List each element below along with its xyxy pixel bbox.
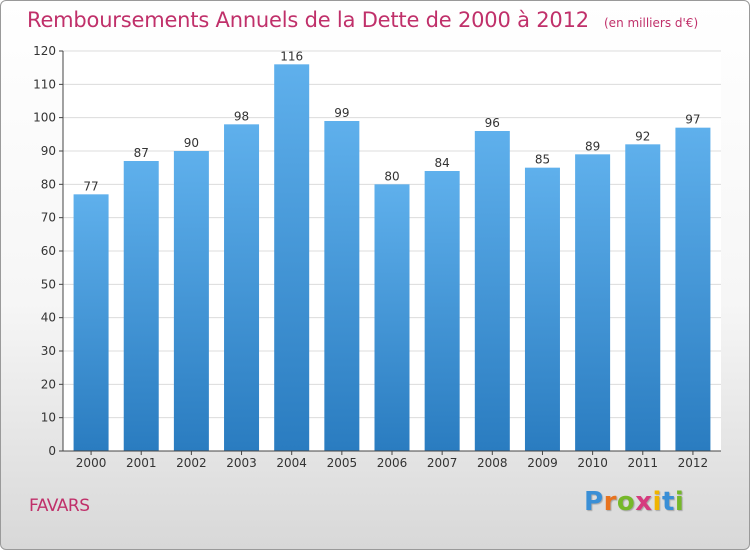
- bar: [625, 144, 661, 452]
- bar: [123, 161, 159, 451]
- y-tick-label: 10: [41, 411, 56, 425]
- y-tick-label: 60: [41, 244, 56, 258]
- data-label: 77: [83, 179, 98, 193]
- data-label: 92: [635, 129, 650, 143]
- x-tick-label: 2007: [427, 456, 458, 470]
- x-tick-label: 2010: [577, 456, 608, 470]
- commune-name: FAVARS: [29, 496, 90, 516]
- x-tick-label: 2000: [76, 456, 107, 470]
- logo-letter: P: [584, 487, 604, 517]
- x-tick-label: 2008: [477, 456, 508, 470]
- y-tick-label: 110: [33, 77, 56, 91]
- x-tick-label: 2003: [226, 456, 257, 470]
- x-tick-label: 2004: [276, 456, 307, 470]
- y-tick-label: 80: [41, 177, 56, 191]
- y-tick-label: 100: [33, 111, 56, 125]
- logo-letter: i: [674, 487, 685, 517]
- data-label: 98: [234, 109, 249, 123]
- data-label: 85: [535, 153, 550, 167]
- x-tick-label: 2002: [176, 456, 207, 470]
- x-tick-label: 2012: [678, 456, 709, 470]
- y-tick-label: 50: [41, 277, 56, 291]
- data-label: 116: [280, 49, 303, 63]
- y-tick-label: 70: [41, 211, 56, 225]
- bar: [524, 167, 560, 451]
- x-tick-label: 2009: [527, 456, 558, 470]
- bar: [424, 171, 460, 451]
- bar: [224, 124, 260, 451]
- y-tick-label: 40: [41, 311, 56, 325]
- logo-letter: o: [616, 487, 636, 517]
- bar: [675, 127, 711, 452]
- logo-letter: x: [635, 487, 653, 517]
- y-tick-label: 90: [41, 144, 56, 158]
- x-tick-label: 2011: [627, 456, 658, 470]
- y-tick-label: 120: [33, 44, 56, 58]
- logo-letter: i: [652, 487, 662, 517]
- x-tick-label: 2005: [327, 456, 358, 470]
- chart-title-block: Remboursements Annuels de la Dette de 20…: [27, 8, 698, 32]
- data-label: 89: [585, 139, 600, 153]
- x-tick-label: 2001: [126, 456, 157, 470]
- bar: [575, 154, 611, 452]
- y-tick-label: 20: [41, 377, 56, 391]
- bar: [324, 121, 360, 451]
- bar: [173, 151, 209, 451]
- data-label: 80: [384, 169, 399, 183]
- data-label: 84: [435, 156, 450, 170]
- data-label: 99: [334, 106, 349, 120]
- unit-note: (en milliers d'€): [604, 16, 699, 30]
- bar: [274, 64, 310, 452]
- chart-title: Remboursements Annuels de la Dette de 20…: [27, 8, 589, 32]
- proxiti-logo: Proxiti: [584, 487, 684, 517]
- bar: [374, 184, 410, 452]
- y-tick-label: 0: [48, 444, 56, 458]
- x-tick-label: 2006: [377, 456, 408, 470]
- data-label: 97: [685, 113, 700, 127]
- y-tick-label: 30: [41, 344, 56, 358]
- data-label: 90: [184, 136, 199, 150]
- logo-letter: r: [603, 487, 617, 517]
- bar: [474, 131, 510, 451]
- data-label: 87: [134, 146, 149, 160]
- bar: [73, 194, 109, 452]
- data-label: 96: [485, 116, 500, 130]
- logo-letter: t: [661, 487, 675, 517]
